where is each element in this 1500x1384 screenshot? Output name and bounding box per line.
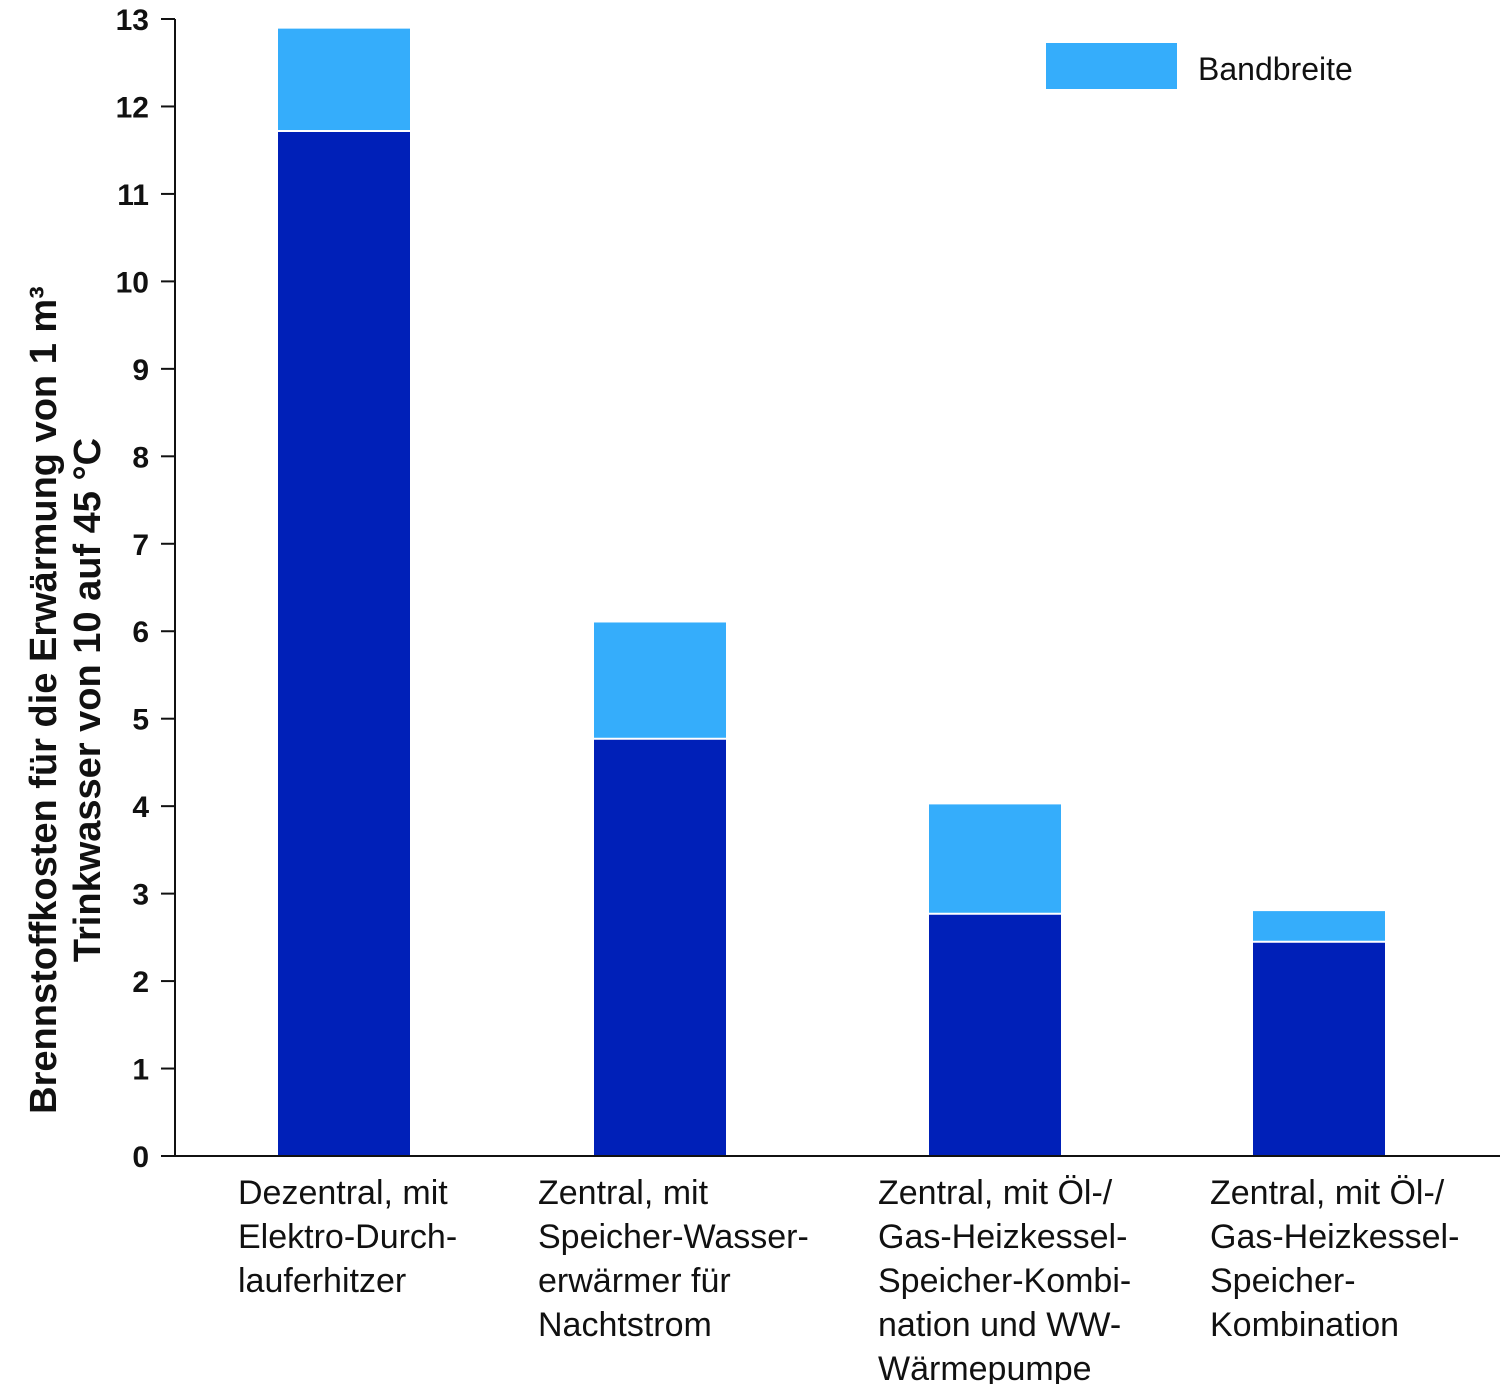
x-category-label: Kombination (1210, 1306, 1399, 1344)
y-tick-label: 12 (116, 91, 149, 124)
y-tick-label: 1 (132, 1054, 149, 1087)
x-category-label: Nachtstrom (538, 1306, 712, 1344)
x-category-label: erwärmer für (538, 1262, 731, 1300)
y-tick-label: 6 (132, 616, 149, 649)
bar-base (278, 130, 410, 1156)
x-category-label: nation und WW- (878, 1306, 1121, 1344)
x-category-label: Elektro-Durch- (238, 1218, 457, 1256)
x-category-label: Dezentral, mit (238, 1174, 448, 1212)
bar-base (594, 738, 726, 1156)
bar-range (594, 622, 726, 739)
y-tick-label: 9 (132, 354, 149, 387)
y-tick-label: 5 (132, 704, 149, 737)
x-category-label: Zentral, mit Öl-/ (1210, 1174, 1445, 1212)
x-category-label: Gas-Heizkessel- (1210, 1218, 1459, 1256)
y-axis-title: Brennstoffkosten für die Erwärmung von 1… (23, 286, 109, 1114)
legend-swatch (1046, 43, 1177, 89)
bar-range (278, 28, 410, 131)
y-tick-label: 8 (132, 441, 149, 474)
x-category-label: Wärmepumpe (878, 1350, 1092, 1384)
bar-range (1253, 911, 1385, 942)
y-tick-label: 0 (132, 1141, 149, 1174)
legend: Bandbreite (1046, 43, 1353, 89)
bars (278, 28, 1385, 1156)
y-axis-title-line-2: Trinkwasser von 10 auf 45 °C (67, 438, 109, 962)
bar-base (1253, 941, 1385, 1156)
y-tick-label: 11 (117, 179, 149, 212)
y-tick-label: 13 (116, 4, 149, 37)
y-tick-label: 7 (132, 529, 149, 562)
x-category-label: lauferhitzer (238, 1262, 406, 1300)
x-category-label: Speicher- (1210, 1262, 1356, 1300)
x-axis-labels: Dezentral, mit Elektro-Durch-lauferhitzer… (238, 1174, 1459, 1384)
bar-base (929, 913, 1061, 1156)
y-tick-label: 10 (116, 266, 149, 299)
x-category-label: Speicher-Wasser- (538, 1218, 809, 1256)
y-axis-title-line-1: Brennstoffkosten für die Erwärmung von 1… (23, 286, 65, 1114)
y-tick-label: 2 (132, 966, 149, 999)
legend-label: Bandbreite (1198, 51, 1353, 87)
x-category-label: Speicher-Kombi- (878, 1262, 1131, 1300)
y-tick-label: 4 (132, 791, 149, 824)
y-tick-label: 3 (132, 879, 149, 912)
x-category-label: Zentral, mit Öl-/ (878, 1174, 1113, 1212)
bar-range (929, 804, 1061, 914)
x-category-label: Gas-Heizkessel- (878, 1218, 1127, 1256)
x-category-label: Zentral, mit (538, 1174, 709, 1212)
